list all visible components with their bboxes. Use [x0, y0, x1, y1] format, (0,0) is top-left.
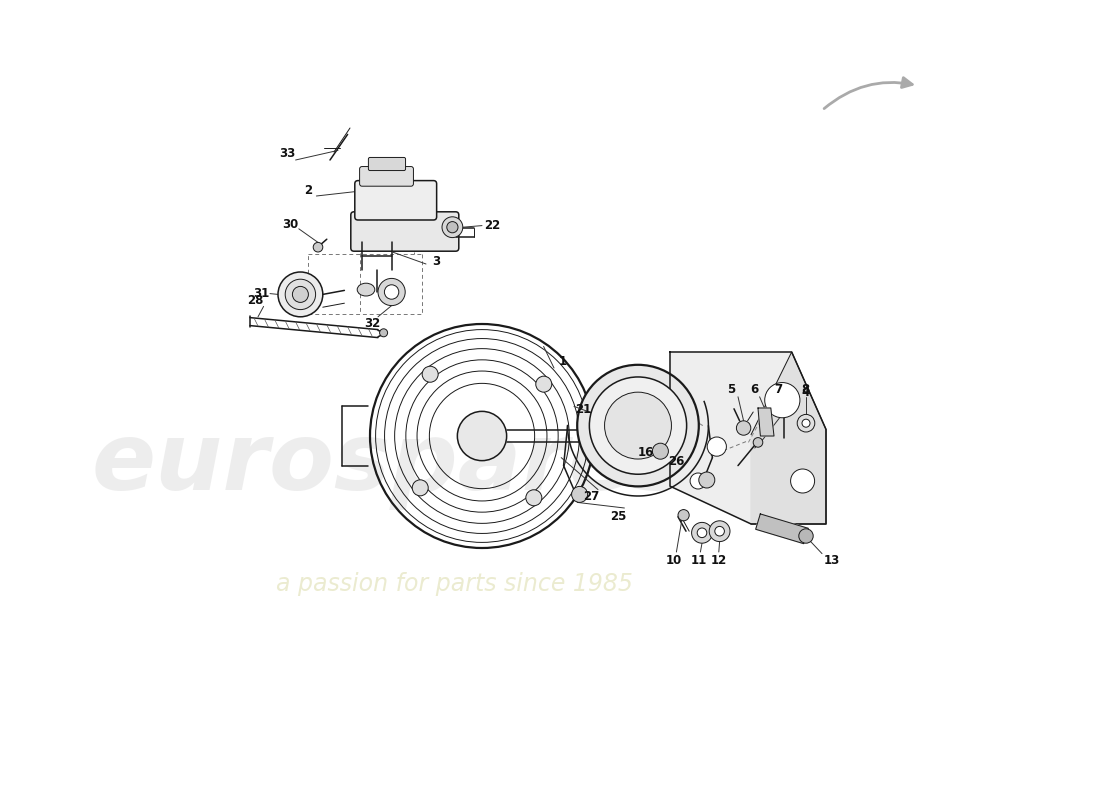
- Text: 12: 12: [711, 554, 727, 566]
- Text: 11: 11: [691, 554, 707, 566]
- Text: 33: 33: [279, 147, 296, 160]
- Circle shape: [605, 392, 671, 459]
- Circle shape: [799, 529, 813, 543]
- Polygon shape: [670, 352, 826, 524]
- Circle shape: [378, 278, 405, 306]
- Circle shape: [678, 510, 690, 521]
- Circle shape: [710, 521, 730, 542]
- Circle shape: [690, 473, 706, 489]
- Circle shape: [278, 272, 322, 317]
- Text: a passion for parts since 1985: a passion for parts since 1985: [276, 572, 632, 596]
- Circle shape: [314, 242, 322, 252]
- Circle shape: [285, 279, 316, 310]
- Circle shape: [384, 285, 399, 299]
- Circle shape: [590, 377, 686, 474]
- Circle shape: [572, 486, 587, 502]
- Ellipse shape: [358, 283, 375, 296]
- Circle shape: [754, 438, 762, 447]
- Circle shape: [715, 526, 725, 536]
- Circle shape: [791, 469, 815, 493]
- Text: 13: 13: [824, 554, 839, 566]
- Polygon shape: [758, 408, 774, 436]
- Polygon shape: [751, 352, 826, 524]
- Text: 10: 10: [666, 554, 682, 566]
- Text: 30: 30: [283, 218, 299, 230]
- Circle shape: [379, 329, 387, 337]
- Text: 32: 32: [364, 317, 381, 330]
- Text: 6: 6: [750, 383, 759, 396]
- Circle shape: [447, 222, 458, 233]
- Text: 4: 4: [802, 386, 810, 398]
- Text: 5: 5: [727, 383, 736, 396]
- Circle shape: [578, 365, 698, 486]
- Text: 21: 21: [575, 403, 592, 416]
- Text: 7: 7: [774, 383, 783, 396]
- Circle shape: [697, 528, 707, 538]
- Text: 26: 26: [668, 455, 684, 468]
- Circle shape: [707, 437, 726, 456]
- Circle shape: [802, 419, 810, 427]
- Circle shape: [698, 472, 715, 488]
- Text: 16: 16: [638, 446, 654, 458]
- Text: eurospares: eurospares: [91, 418, 689, 510]
- Circle shape: [692, 522, 713, 543]
- Text: 22: 22: [484, 219, 500, 232]
- Text: 3: 3: [432, 255, 440, 268]
- Circle shape: [412, 480, 428, 496]
- Circle shape: [442, 217, 463, 238]
- FancyBboxPatch shape: [351, 212, 459, 251]
- Text: 25: 25: [609, 510, 626, 522]
- FancyBboxPatch shape: [368, 158, 406, 170]
- Text: 2: 2: [305, 184, 312, 197]
- Circle shape: [536, 376, 552, 392]
- Circle shape: [458, 411, 507, 461]
- Circle shape: [764, 382, 800, 418]
- Text: 1: 1: [559, 355, 566, 368]
- Circle shape: [736, 421, 751, 435]
- Text: 8: 8: [801, 383, 810, 396]
- Text: 31: 31: [253, 287, 270, 300]
- Circle shape: [798, 414, 815, 432]
- Circle shape: [651, 431, 661, 441]
- Polygon shape: [756, 514, 808, 544]
- Text: 27: 27: [583, 490, 598, 502]
- FancyBboxPatch shape: [360, 166, 414, 186]
- FancyBboxPatch shape: [355, 181, 437, 220]
- Circle shape: [526, 490, 542, 506]
- Text: 28: 28: [248, 294, 264, 307]
- Circle shape: [293, 286, 308, 302]
- Circle shape: [652, 443, 669, 459]
- Circle shape: [422, 366, 438, 382]
